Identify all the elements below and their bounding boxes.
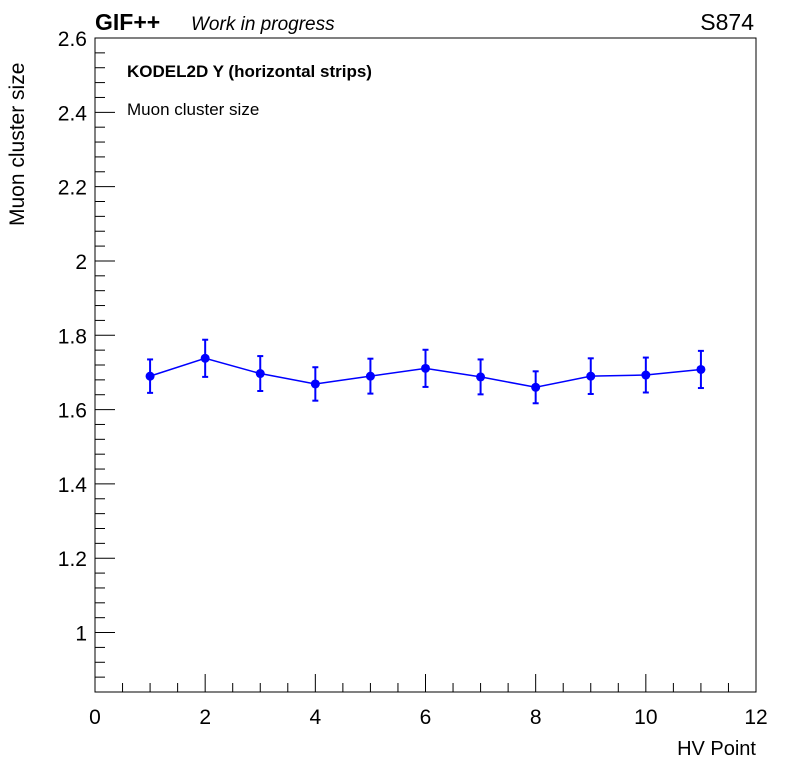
data-point [365, 371, 375, 381]
experiment-label: GIF++ [95, 9, 160, 35]
x-tick-label: 10 [634, 706, 657, 729]
data-point [255, 369, 265, 379]
data-point [531, 382, 541, 392]
data-point [696, 364, 706, 374]
run-id-label: S874 [700, 9, 754, 35]
y-tick-label: 1 [75, 623, 87, 646]
y-tick-label: 1.6 [58, 400, 87, 423]
x-tick-label: 8 [530, 706, 542, 729]
x-tick-label: 2 [199, 706, 211, 729]
data-point [310, 379, 320, 389]
x-tick-labels: 0 2 4 6 8 10 12 [89, 706, 768, 729]
y-tick-labels: 1 1.2 1.4 1.6 1.8 2 2.2 2.4 2.6 [58, 28, 88, 646]
data-point [641, 370, 651, 380]
chart-title: KODEL2D Y (horizontal strips) [127, 62, 372, 81]
minor-ticks [95, 52, 729, 693]
y-tick-label: 2.6 [58, 28, 87, 51]
x-tick-label: 12 [744, 706, 767, 729]
x-tick-label: 0 [89, 706, 101, 729]
x-tick-label: 4 [309, 706, 321, 729]
y-tick-label: 1.8 [58, 325, 87, 348]
data-point [145, 371, 155, 381]
y-tick-label: 1.4 [58, 474, 88, 497]
data-point [421, 363, 430, 373]
data-point [586, 371, 596, 381]
y-tick-label: 2.4 [58, 102, 88, 125]
status-label: Work in progress [191, 14, 335, 35]
x-tick-label: 6 [420, 706, 432, 729]
y-tick-label: 2 [75, 251, 87, 274]
data-point [200, 353, 210, 363]
plot-frame [94, 37, 757, 693]
x-axis-label: HV Point [677, 738, 756, 760]
y-tick-label: 1.2 [58, 548, 87, 571]
data-points [145, 353, 706, 392]
y-axis-label: Muon cluster size [6, 63, 29, 226]
chart-subtitle: Muon cluster size [127, 100, 259, 119]
data-point [476, 372, 486, 382]
y-tick-label: 2.2 [58, 177, 87, 200]
